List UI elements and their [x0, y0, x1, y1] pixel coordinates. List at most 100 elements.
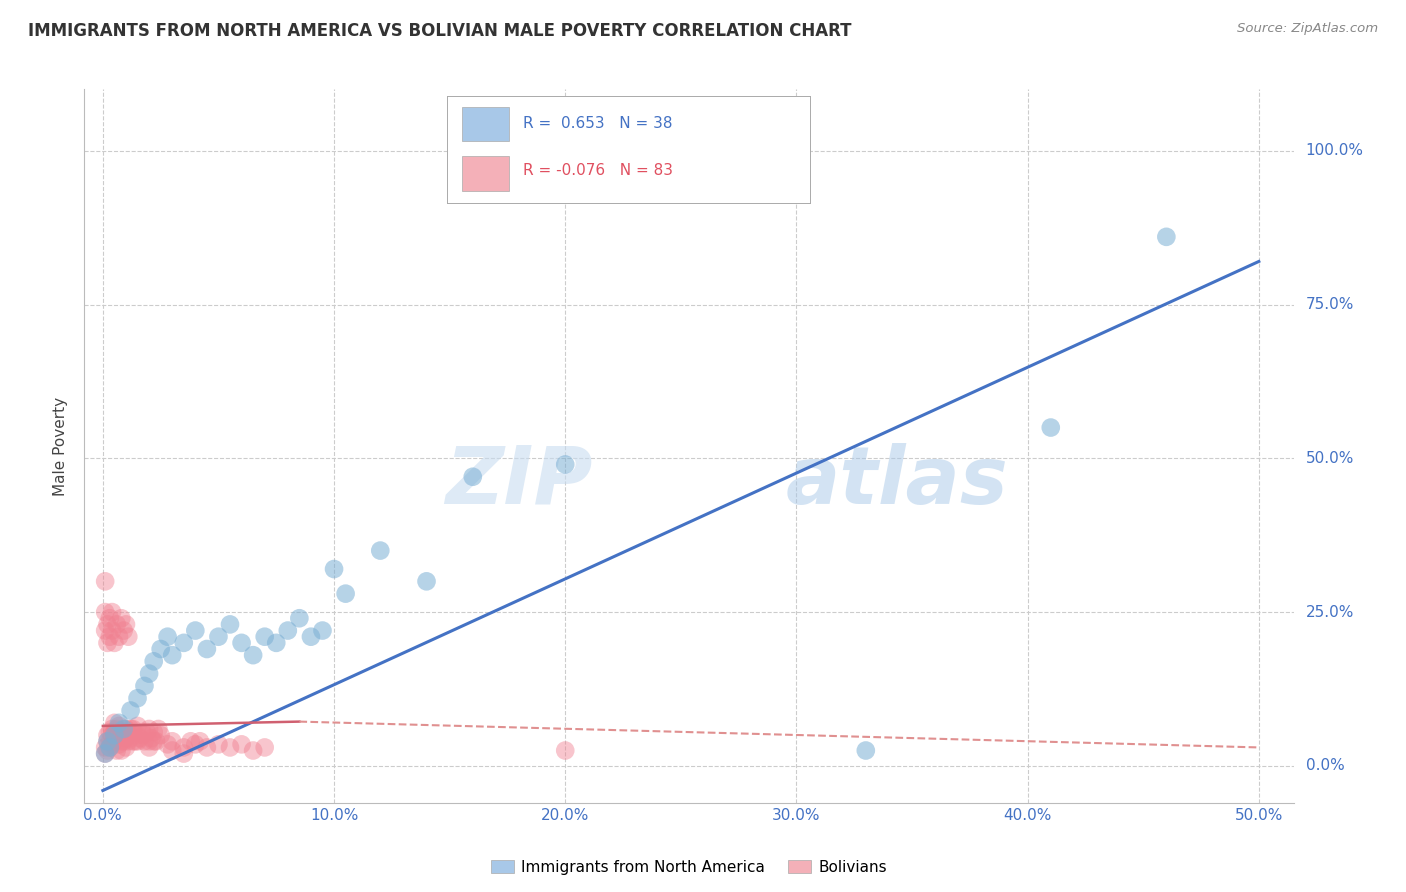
Point	[368, 543, 391, 558]
Point	[110, 743, 132, 757]
Point	[108, 728, 131, 742]
Point	[115, 722, 138, 736]
Point	[105, 617, 128, 632]
Point	[148, 722, 170, 736]
Point	[122, 734, 145, 748]
Point	[112, 722, 135, 736]
Point	[219, 740, 242, 755]
Point	[98, 611, 121, 625]
Point	[311, 624, 333, 638]
Point	[112, 624, 135, 638]
Point	[98, 630, 121, 644]
Point	[117, 725, 139, 739]
Point	[288, 611, 311, 625]
Text: 75.0%: 75.0%	[1306, 297, 1354, 312]
Point	[264, 636, 287, 650]
Point	[131, 725, 153, 739]
Point	[117, 734, 139, 748]
Point	[138, 740, 160, 755]
Point	[188, 734, 211, 748]
Point	[120, 722, 142, 736]
Point	[156, 737, 179, 751]
Point	[138, 722, 160, 736]
Point	[855, 743, 877, 757]
Point	[149, 642, 172, 657]
Point	[110, 611, 132, 625]
Point	[120, 704, 142, 718]
Point	[103, 725, 125, 739]
Point	[94, 747, 117, 761]
Point	[105, 731, 128, 746]
Point	[105, 743, 128, 757]
Point	[96, 728, 118, 742]
Point	[173, 740, 195, 755]
Point	[98, 734, 121, 748]
Point	[242, 648, 264, 662]
Point	[103, 636, 125, 650]
Legend: Immigrants from North America, Bolivians: Immigrants from North America, Bolivians	[485, 854, 893, 880]
Point	[96, 617, 118, 632]
Point	[253, 740, 276, 755]
Point	[108, 719, 131, 733]
Point	[142, 654, 165, 668]
Point	[138, 734, 160, 748]
Point	[108, 737, 131, 751]
Point	[134, 679, 156, 693]
Point	[124, 734, 146, 748]
Point	[184, 737, 207, 751]
Point	[647, 144, 669, 158]
Point	[110, 725, 132, 739]
Point	[120, 731, 142, 746]
Point	[103, 728, 125, 742]
Point	[117, 630, 139, 644]
Point	[207, 630, 229, 644]
Point	[112, 734, 135, 748]
Point	[142, 725, 165, 739]
Point	[180, 734, 202, 748]
Text: 100.0%: 100.0%	[1306, 144, 1364, 158]
Point	[461, 469, 484, 483]
Point	[94, 605, 117, 619]
Text: 50.0%: 50.0%	[1306, 450, 1354, 466]
Point	[141, 731, 163, 746]
Point	[94, 574, 117, 589]
Point	[554, 743, 576, 757]
Point	[122, 722, 145, 736]
Point	[173, 636, 195, 650]
Point	[127, 691, 149, 706]
Point	[101, 624, 124, 638]
Point	[299, 630, 322, 644]
Point	[219, 617, 242, 632]
Point	[98, 740, 121, 755]
Point	[115, 617, 138, 632]
Point	[108, 715, 131, 730]
Point	[96, 734, 118, 748]
Point	[135, 725, 157, 739]
Point	[253, 630, 276, 644]
Point	[94, 624, 117, 638]
Point	[138, 666, 160, 681]
Text: 25.0%: 25.0%	[1306, 605, 1354, 620]
Point	[231, 737, 253, 751]
Point	[156, 630, 179, 644]
Point	[103, 715, 125, 730]
Point	[277, 624, 299, 638]
Text: ZIP: ZIP	[444, 442, 592, 521]
Text: atlas: atlas	[786, 442, 1008, 521]
Point	[96, 636, 118, 650]
Point	[94, 747, 117, 761]
Point	[94, 740, 117, 755]
Point	[134, 734, 156, 748]
Point	[127, 719, 149, 733]
Point	[149, 728, 172, 742]
Point	[323, 562, 346, 576]
Point	[231, 636, 253, 650]
Point	[1039, 420, 1062, 434]
Point	[108, 630, 131, 644]
Point	[195, 642, 218, 657]
Point	[98, 725, 121, 739]
Text: 0.0%: 0.0%	[1306, 758, 1344, 773]
Point	[115, 740, 138, 755]
Point	[127, 728, 149, 742]
Point	[96, 743, 118, 757]
